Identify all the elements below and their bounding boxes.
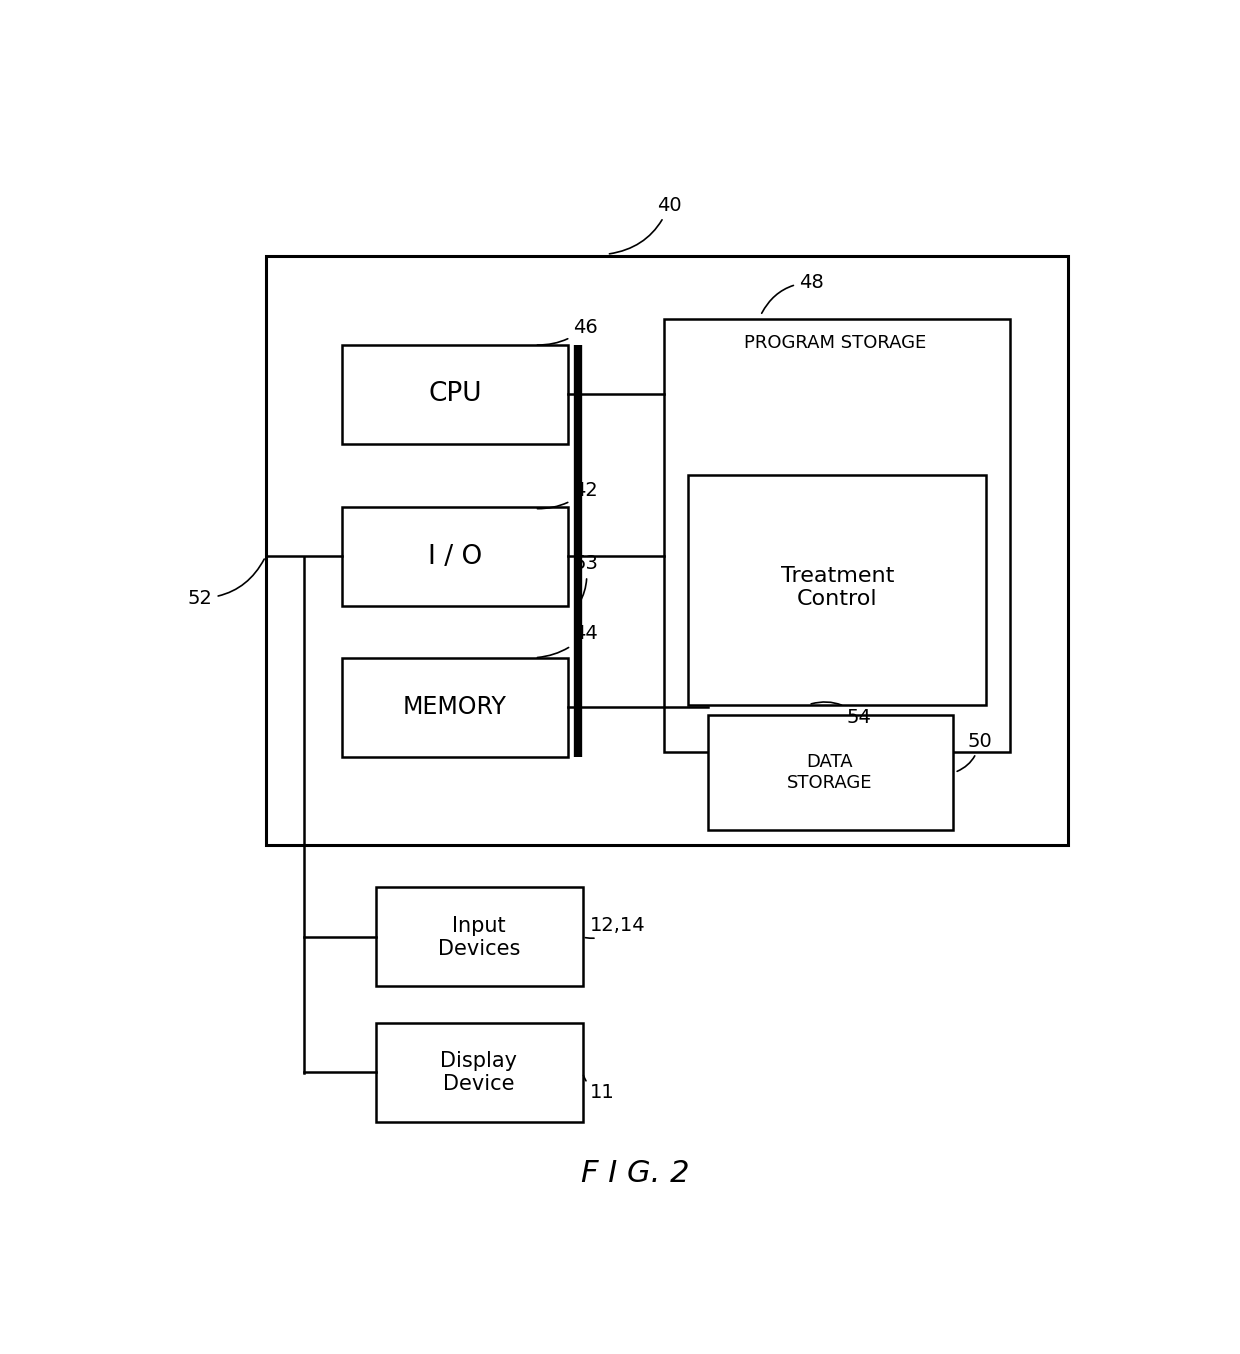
- Text: 54: 54: [811, 701, 872, 727]
- Text: PROGRAM STORAGE: PROGRAM STORAGE: [744, 334, 926, 352]
- Bar: [376, 1022, 583, 1121]
- Bar: [265, 256, 1068, 845]
- Bar: [342, 506, 568, 605]
- Bar: [342, 658, 568, 757]
- Text: 12,14: 12,14: [585, 917, 646, 938]
- Text: CPU: CPU: [428, 380, 481, 408]
- Text: 11: 11: [584, 1075, 615, 1102]
- Bar: [708, 715, 952, 830]
- Bar: [665, 320, 1011, 751]
- Text: 40: 40: [609, 195, 682, 253]
- Text: 52: 52: [187, 559, 264, 608]
- Bar: [342, 345, 568, 444]
- Text: MEMORY: MEMORY: [403, 695, 507, 719]
- Text: 48: 48: [761, 274, 823, 313]
- Bar: [376, 887, 583, 986]
- Text: Display
Device: Display Device: [440, 1051, 517, 1094]
- Text: 53: 53: [573, 554, 598, 603]
- Bar: [688, 475, 986, 704]
- Text: DATA
STORAGE: DATA STORAGE: [787, 753, 873, 792]
- Text: 46: 46: [537, 318, 598, 345]
- Text: 50: 50: [957, 731, 992, 772]
- Text: F I G. 2: F I G. 2: [582, 1159, 689, 1189]
- Text: 42: 42: [537, 482, 598, 509]
- Text: 44: 44: [537, 624, 598, 658]
- Text: Treatment
Control: Treatment Control: [781, 566, 894, 609]
- Text: I / O: I / O: [428, 543, 482, 570]
- Text: Input
Devices: Input Devices: [438, 915, 520, 959]
